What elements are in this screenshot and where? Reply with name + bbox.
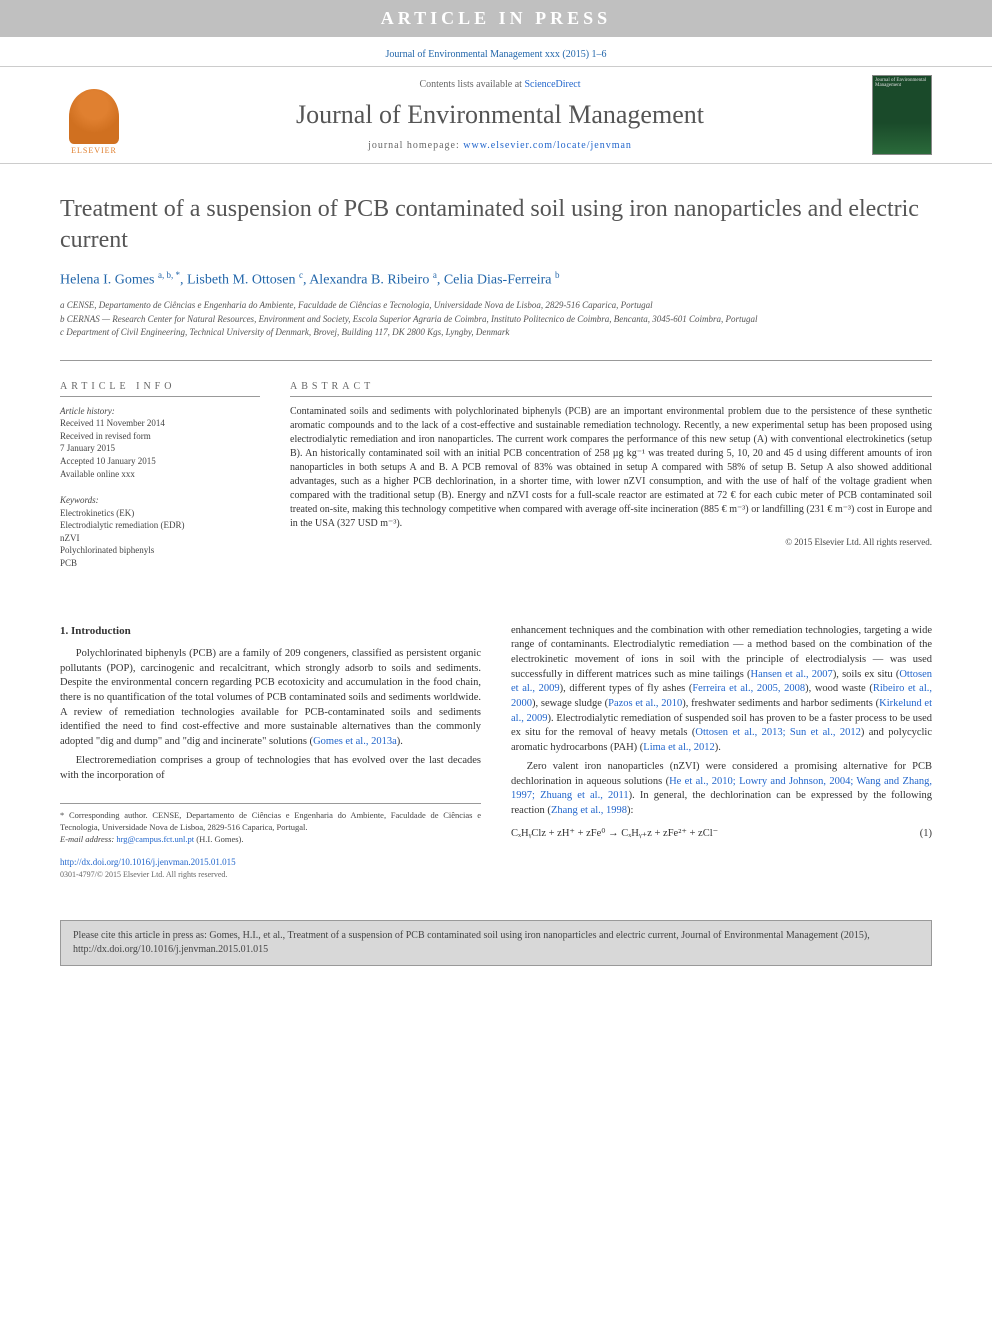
abstract-text: Contaminated soils and sediments with po… xyxy=(290,405,932,531)
elsevier-text: ELSEVIER xyxy=(71,146,117,155)
article-history: Article history: Received 11 November 20… xyxy=(60,405,260,481)
article-in-press-banner: ARTICLE IN PRESS xyxy=(0,0,992,37)
history-label: Article history: xyxy=(60,405,260,418)
article-info-label: ARTICLE INFO xyxy=(60,381,260,397)
homepage-prefix: journal homepage: xyxy=(368,140,463,151)
abstract-label: ABSTRACT xyxy=(290,381,932,397)
journal-name: Journal of Environmental Management xyxy=(128,100,872,130)
homepage-line: journal homepage: www.elsevier.com/locat… xyxy=(128,140,872,151)
corr-text: * Corresponding author. CENSE, Departame… xyxy=(60,810,481,834)
affiliations: a CENSE, Departamento de Ciências e Enge… xyxy=(60,299,932,340)
keywords-label: Keywords: xyxy=(60,494,260,507)
authors-list: Helena I. Gomes a, b, *, Lisbeth M. Otto… xyxy=(60,270,932,289)
contents-prefix: Contents lists available at xyxy=(419,79,524,90)
ref-ferreira[interactable]: Ferreira et al., 2005, 2008 xyxy=(692,683,805,694)
history-text: Received 11 November 2014Received in rev… xyxy=(60,417,260,480)
intro-heading: 1. Introduction xyxy=(60,624,481,639)
keywords-block: Keywords: Electrokinetics (EK)Electrodia… xyxy=(60,494,260,570)
col2-p2: Zero valent iron nanoparticles (nZVI) we… xyxy=(511,760,932,819)
journal-homepage-link[interactable]: www.elsevier.com/locate/jenvman xyxy=(463,140,632,151)
header-reference: Journal of Environmental Management xxx … xyxy=(0,37,992,66)
equation-number: (1) xyxy=(920,827,932,842)
journal-cover-thumbnail: Journal of Environmental Management xyxy=(872,75,932,155)
keywords-text: Electrokinetics (EK)Electrodialytic reme… xyxy=(60,507,260,570)
affiliation-b: b CERNAS — Research Center for Natural R… xyxy=(60,313,932,327)
corresponding-author: * Corresponding author. CENSE, Departame… xyxy=(60,803,481,846)
body-column-right: enhancement techniques and the combinati… xyxy=(511,624,932,880)
equation-1: CₓHᵧClz + zH⁺ + zFe⁰ → CₓHᵧ₊z + zFe²⁺ + … xyxy=(511,827,932,842)
affiliation-c: c Department of Civil Engineering, Techn… xyxy=(60,326,932,340)
ref-zhang[interactable]: Zhang et al., 1998 xyxy=(551,805,627,816)
col2-p1: enhancement techniques and the combinati… xyxy=(511,624,932,756)
intro-p2: Electroremediation comprises a group of … xyxy=(60,754,481,783)
affiliation-a: a CENSE, Departamento de Ciências e Enge… xyxy=(60,299,932,313)
body-column-left: 1. Introduction Polychlorinated biphenyl… xyxy=(60,624,481,880)
ref-lima[interactable]: Lima et al., 2012 xyxy=(643,742,714,753)
citation-box: Please cite this article in press as: Go… xyxy=(60,920,932,966)
abstract-copyright: © 2015 Elsevier Ltd. All rights reserved… xyxy=(290,537,932,547)
sciencedirect-link[interactable]: ScienceDirect xyxy=(524,79,580,90)
elsevier-tree-icon xyxy=(69,89,119,144)
issn-copyright: 0301-4797/© 2015 Elsevier Ltd. All right… xyxy=(60,869,481,880)
corr-email-link[interactable]: hrg@campus.fct.unl.pt xyxy=(116,834,194,844)
ref-hansen[interactable]: Hansen et al., 2007 xyxy=(751,669,833,680)
doi-link[interactable]: http://dx.doi.org/10.1016/j.jenvman.2015… xyxy=(60,857,236,867)
equation-formula: CₓHᵧClz + zH⁺ + zFe⁰ → CₓHᵧ₊z + zFe²⁺ + … xyxy=(511,827,718,842)
ref-ottosen13[interactable]: Ottosen et al., 2013; Sun et al., 2012 xyxy=(695,727,860,738)
corr-email-suffix: (H.I. Gomes). xyxy=(194,834,243,844)
article-title: Treatment of a suspension of PCB contami… xyxy=(60,194,932,256)
masthead: ELSEVIER Contents lists available at Sci… xyxy=(0,66,992,164)
email-label: E-mail address: xyxy=(60,834,116,844)
ref-gomes2013a[interactable]: Gomes et al., 2013a xyxy=(313,736,397,747)
contents-line: Contents lists available at ScienceDirec… xyxy=(128,79,872,90)
ref-pazos[interactable]: Pazos et al., 2010 xyxy=(608,698,682,709)
intro-p1: Polychlorinated biphenyls (PCB) are a fa… xyxy=(60,647,481,750)
elsevier-logo: ELSEVIER xyxy=(60,75,128,155)
